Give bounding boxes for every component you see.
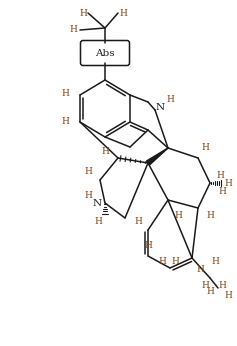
Text: H: H [69, 26, 77, 35]
Text: H: H [196, 265, 204, 274]
Text: H: H [144, 240, 152, 249]
Text: N: N [155, 102, 164, 111]
Polygon shape [146, 148, 168, 165]
Text: H: H [134, 218, 142, 227]
FancyBboxPatch shape [81, 40, 129, 65]
Text: H: H [166, 94, 174, 103]
Text: N: N [92, 199, 102, 208]
Text: H: H [216, 171, 224, 180]
Text: H: H [94, 218, 102, 227]
Text: H: H [206, 210, 214, 219]
Text: H: H [218, 281, 226, 290]
Text: H: H [201, 144, 209, 153]
Text: H: H [79, 9, 87, 18]
Text: H: H [158, 257, 166, 266]
Text: Abs: Abs [95, 48, 115, 57]
Text: H: H [171, 257, 179, 266]
Text: H: H [224, 291, 232, 300]
Text: H: H [119, 9, 127, 18]
Text: H: H [61, 118, 69, 127]
Text: H: H [218, 188, 226, 197]
Text: H: H [201, 281, 209, 290]
Text: H: H [224, 179, 232, 188]
Text: H: H [84, 167, 92, 176]
Text: H: H [101, 147, 109, 156]
Text: H: H [211, 257, 219, 266]
Text: H: H [61, 89, 69, 98]
Text: H: H [84, 191, 92, 200]
Text: H: H [174, 210, 182, 219]
Text: H: H [206, 288, 214, 297]
